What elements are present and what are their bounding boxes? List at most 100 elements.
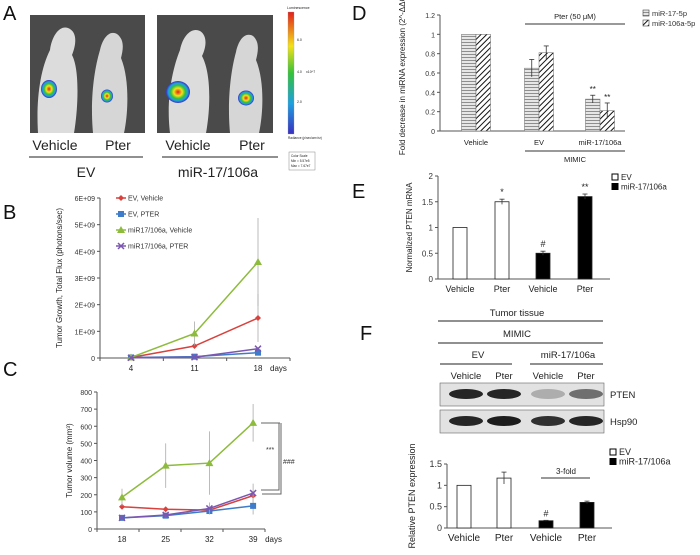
band-label-hsp90: Hsp90: [610, 417, 637, 428]
lane-label: Pter: [239, 137, 265, 153]
y-tick-label: 300: [80, 476, 92, 483]
x-tick-label: EV: [534, 138, 544, 147]
y-tick-label: 500: [80, 441, 92, 448]
x-tick-label: 11: [190, 364, 199, 373]
significance-annotation: **: [590, 85, 596, 94]
y-tick-label: 1: [429, 224, 434, 233]
panel-label-a: A: [3, 3, 17, 25]
legend-swatch: [609, 458, 617, 465]
significance-annotation: *: [500, 187, 504, 197]
y-tick-label: 2: [429, 172, 434, 181]
western-blot: Tumor tissue MIMIC EV miR-17/106a Vehicl…: [438, 308, 637, 434]
data-point: [191, 343, 198, 349]
legend-label: miR17/106a, PTER: [128, 244, 188, 251]
colorbar-title: Luminescence: [287, 6, 310, 10]
data-point: [255, 315, 261, 321]
x-tick-label: 18: [254, 364, 263, 373]
y-tick-label: 0: [437, 523, 442, 533]
blot-subheader: MIMIC: [503, 329, 531, 340]
blot-band-hsp90: [487, 416, 521, 426]
series-ev-vehicle: [119, 492, 257, 514]
bar: [461, 34, 477, 132]
bar: [577, 196, 593, 280]
bar: [585, 98, 601, 132]
y-tick-label: 0.5: [429, 502, 442, 512]
series-mir17-106a-pter: [118, 483, 257, 522]
y-tick-label: 100: [80, 510, 92, 517]
x-tick-label: 25: [161, 535, 170, 544]
x-axis-label: days: [270, 364, 287, 373]
color-scale-max: Max = 7.67e7: [291, 164, 311, 168]
chart-D: 0 0.2 0.4 0.6 0.8 1 1.2 Fold decrease in miRNA …: [398, 0, 695, 164]
y-tick-label: 2E+09: [75, 303, 96, 310]
bar: [456, 484, 472, 529]
y-tick-label: 1.5: [422, 198, 434, 207]
significance-annotation: ###: [283, 459, 295, 466]
y-axis-label: Normalized PTEN mRNA: [405, 182, 414, 272]
data-point: [190, 329, 199, 337]
legend-label: EV, Vehicle: [128, 196, 163, 203]
blot-band-pten: [449, 389, 483, 399]
imaging-labels: Vehicle Pter Vehicle Pter EV miR-17/106a: [29, 137, 278, 180]
y-tick-label: 600: [80, 424, 92, 431]
y-tick-label: 1.2: [425, 13, 435, 20]
blot-band-hsp90: [449, 416, 483, 426]
significance-annotation: ***: [266, 447, 274, 454]
bar: [538, 520, 554, 529]
y-tick-label: 1.5: [429, 459, 442, 469]
tumor-signal-spot: [101, 89, 113, 103]
data-point: [250, 502, 257, 509]
x-tick-label: Pter: [578, 533, 597, 544]
colorbar-unit: x10^7: [306, 70, 315, 74]
y-tick-label: 1E+09: [75, 329, 96, 336]
tumor-signal-spot: [238, 90, 254, 106]
legend-swatch: [611, 173, 619, 181]
group-label-ev: EV: [77, 164, 96, 180]
data-point: [249, 418, 258, 426]
significance-annotation: #: [543, 508, 548, 518]
blot-band-hsp90: [569, 416, 603, 426]
legend-label: EV, PTER: [128, 212, 159, 219]
data-point: [255, 349, 261, 356]
panel-label-c: C: [3, 359, 17, 381]
series-mir17-106a-vehicle: [118, 403, 258, 506]
y-tick-label: 0.8: [425, 52, 435, 59]
chart-B: 0 1E+09 2E+09 3E+09 4E+09 5E+09 6E+09 Tumor Gro…: [55, 195, 291, 373]
tumor-signal-spot: [166, 81, 190, 103]
series-mir17-106a-pter: miR17/106a, PTER: [116, 242, 262, 362]
bar: [475, 34, 491, 132]
data-point: [190, 353, 199, 361]
lane-label: Pter: [105, 137, 131, 153]
y-tick-label: 6E+09: [75, 196, 96, 203]
y-tick-label: 1: [437, 480, 442, 490]
data-point: [118, 493, 126, 501]
bar: [496, 477, 512, 529]
y-tick-label: 400: [80, 459, 92, 466]
colorbar-tick: 4.0: [297, 70, 302, 74]
panel-label-d: D: [352, 3, 366, 25]
colorbar-footer: Radiance (p/sec/cm²/sr): [288, 136, 322, 140]
y-axis-label: Relative PTEN expression: [407, 443, 417, 548]
y-axis-label: Tumor Growth, Total Flux (photons/sec): [55, 208, 64, 348]
colorbar-tick: 6.0: [297, 38, 302, 42]
bar: [538, 52, 554, 132]
x-tick-label: Vehicle: [530, 533, 563, 544]
blot-band-pten: [569, 389, 603, 399]
blot-group-ev: EV: [472, 350, 485, 361]
group-label-mir: miR-17/106a: [178, 164, 258, 180]
x-tick-label: Vehicle: [445, 284, 474, 294]
color-scale-min: Min = 5.57e5: [291, 159, 310, 163]
data-point: [118, 211, 124, 217]
y-tick-label: 800: [80, 390, 92, 397]
imaging-photo-ev: [30, 15, 145, 133]
data-point: [205, 504, 213, 512]
blot-lane-label: Vehicle: [451, 371, 482, 382]
colorbar-tick: 2.0: [297, 100, 302, 104]
significance-annotation: #: [540, 239, 545, 249]
data-point: [254, 258, 262, 265]
x-tick-label: Vehicle: [448, 533, 481, 544]
data-point: [117, 242, 125, 250]
blot-header: Tumor tissue: [490, 308, 545, 319]
significance-annotation: **: [581, 182, 589, 192]
